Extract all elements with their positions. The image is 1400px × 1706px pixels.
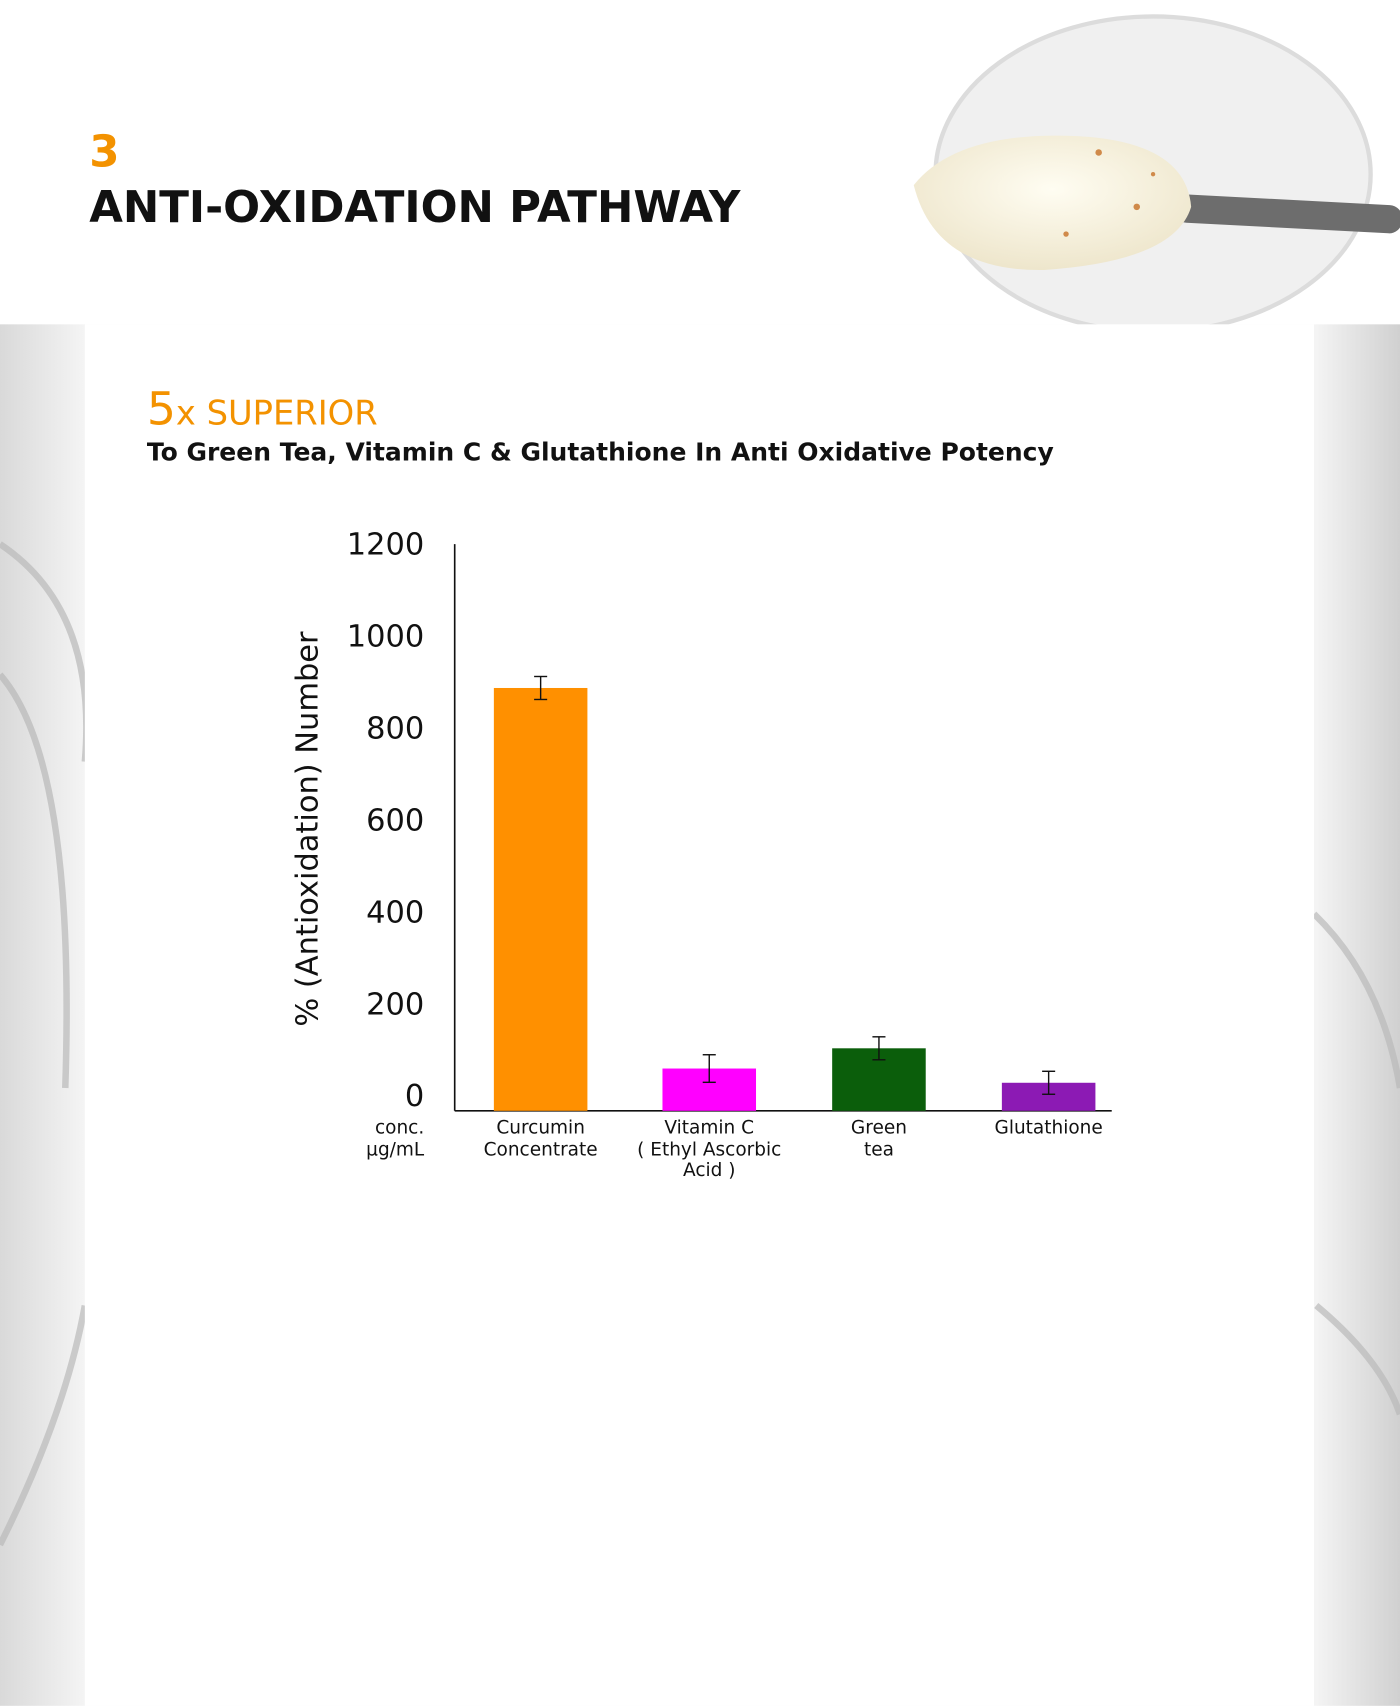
card <box>84 324 1315 1706</box>
x-axis-label: conc. µg/mL <box>366 1118 425 1161</box>
y-tick-label: 400 <box>366 895 424 930</box>
y-axis-label: % (Antioxidation) Number <box>291 631 326 1027</box>
headline-number: 5 <box>147 382 176 435</box>
x-tick-label-box: Vitamin C ( Ethyl Ascorbic Acid ) <box>637 1118 782 1182</box>
y-tick-label: 800 <box>366 712 424 747</box>
headline-text: x SUPERIOR <box>176 393 378 432</box>
y-tick-label: 1000 <box>347 620 424 655</box>
x-tick-label: Green tea <box>850 1118 907 1161</box>
x-tick-label-box: Glutathione <box>994 1118 1103 1140</box>
error-bar <box>1042 1070 1056 1095</box>
section-number: 3 <box>89 128 119 178</box>
error-bar <box>872 1036 886 1061</box>
headline: 5x SUPERIOR <box>147 382 378 435</box>
y-tick-label: 200 <box>366 987 424 1022</box>
bar <box>493 687 588 1111</box>
error-bar <box>534 675 548 701</box>
y-tick-label: 600 <box>366 803 424 838</box>
error-bar <box>702 1054 716 1084</box>
title: ANTI-OXIDATION PATHWAY <box>89 183 741 233</box>
x-tick-label-box: Curcumin Concentrate <box>483 1118 598 1161</box>
x-axis-label-box: conc. µg/mL <box>366 1118 425 1161</box>
y-tick-label: 0 <box>405 1079 424 1114</box>
spoon-image <box>913 14 1400 335</box>
x-tick-label-box: Green tea <box>850 1118 907 1161</box>
y-tick-label: 1200 <box>347 528 424 563</box>
subtitle: To Green Tea, Vitamin C & Glutathione In… <box>147 437 1054 466</box>
x-tick-label: Glutathione <box>994 1118 1103 1140</box>
x-tick-label: Vitamin C ( Ethyl Ascorbic Acid ) <box>637 1118 782 1182</box>
x-tick-label: Curcumin Concentrate <box>483 1118 598 1161</box>
